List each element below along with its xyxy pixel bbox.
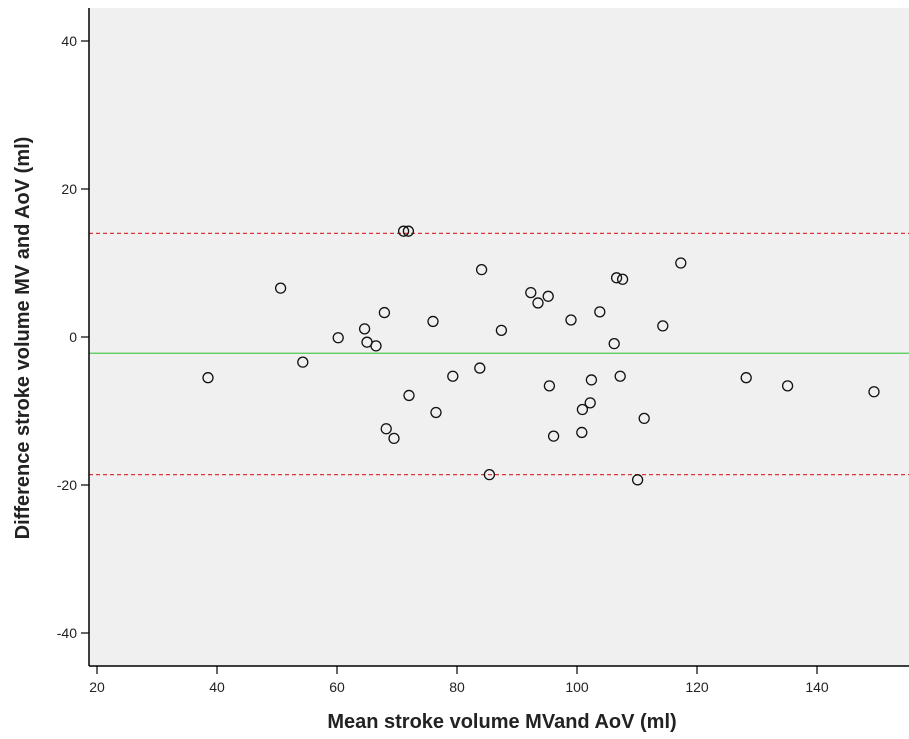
data-point bbox=[781, 380, 794, 392]
data-point bbox=[380, 423, 392, 435]
x-axis-title: Mean stroke volume MVand AoV (ml) bbox=[327, 711, 676, 733]
data-point bbox=[543, 380, 556, 392]
data-point bbox=[378, 306, 391, 319]
data-point bbox=[740, 372, 752, 384]
y-tick-label: 20 bbox=[61, 181, 77, 197]
x-tick-label: 40 bbox=[209, 679, 225, 695]
x-tick-label: 60 bbox=[329, 679, 345, 695]
data-point bbox=[397, 225, 410, 237]
data-point bbox=[610, 272, 623, 284]
data-point bbox=[388, 432, 400, 445]
data-point bbox=[427, 315, 439, 328]
data-point bbox=[332, 332, 344, 344]
y-axis-ticks: -40 -20 0 20 40 bbox=[57, 33, 89, 641]
data-point bbox=[475, 264, 488, 276]
data-point bbox=[608, 338, 620, 350]
y-tick-label: 0 bbox=[69, 329, 77, 345]
y-tick-label: -20 bbox=[57, 477, 77, 493]
data-points bbox=[202, 225, 880, 486]
data-point bbox=[576, 426, 588, 439]
data-point bbox=[447, 370, 459, 382]
plot-area bbox=[89, 8, 909, 666]
data-point bbox=[594, 306, 606, 318]
data-point bbox=[430, 406, 442, 419]
y-tick-label: -40 bbox=[57, 625, 77, 641]
data-point bbox=[495, 324, 508, 336]
data-point bbox=[547, 430, 560, 442]
data-point bbox=[297, 356, 309, 368]
data-point bbox=[532, 297, 544, 309]
data-point bbox=[202, 372, 214, 384]
data-point bbox=[483, 468, 496, 481]
data-point bbox=[584, 397, 596, 409]
data-point bbox=[403, 389, 415, 402]
x-tick-label: 80 bbox=[449, 679, 465, 695]
data-point bbox=[474, 362, 486, 374]
data-point bbox=[675, 257, 687, 269]
x-tick-label: 120 bbox=[685, 679, 709, 695]
data-point bbox=[868, 386, 880, 398]
y-axis-title: Difference stroke volume MV and AoV (ml) bbox=[12, 137, 34, 540]
data-point bbox=[525, 286, 537, 299]
x-axis-ticks: 20 40 60 80 100 120 140 bbox=[89, 666, 829, 695]
y-tick-label: 40 bbox=[61, 33, 77, 49]
data-point bbox=[565, 314, 577, 326]
x-tick-label: 100 bbox=[565, 679, 589, 695]
reference-lines bbox=[89, 232, 909, 476]
data-point bbox=[638, 412, 650, 425]
x-tick-label: 140 bbox=[805, 679, 829, 695]
data-point bbox=[370, 340, 382, 352]
x-tick-label: 20 bbox=[89, 679, 105, 695]
data-point bbox=[585, 374, 598, 386]
data-point bbox=[616, 273, 629, 285]
data-point bbox=[576, 403, 589, 416]
data-point bbox=[402, 225, 415, 237]
data-point bbox=[358, 323, 371, 335]
data-point bbox=[614, 370, 626, 382]
data-point bbox=[542, 290, 554, 302]
data-point bbox=[657, 320, 669, 332]
data-point bbox=[631, 474, 644, 486]
data-point bbox=[274, 282, 287, 294]
